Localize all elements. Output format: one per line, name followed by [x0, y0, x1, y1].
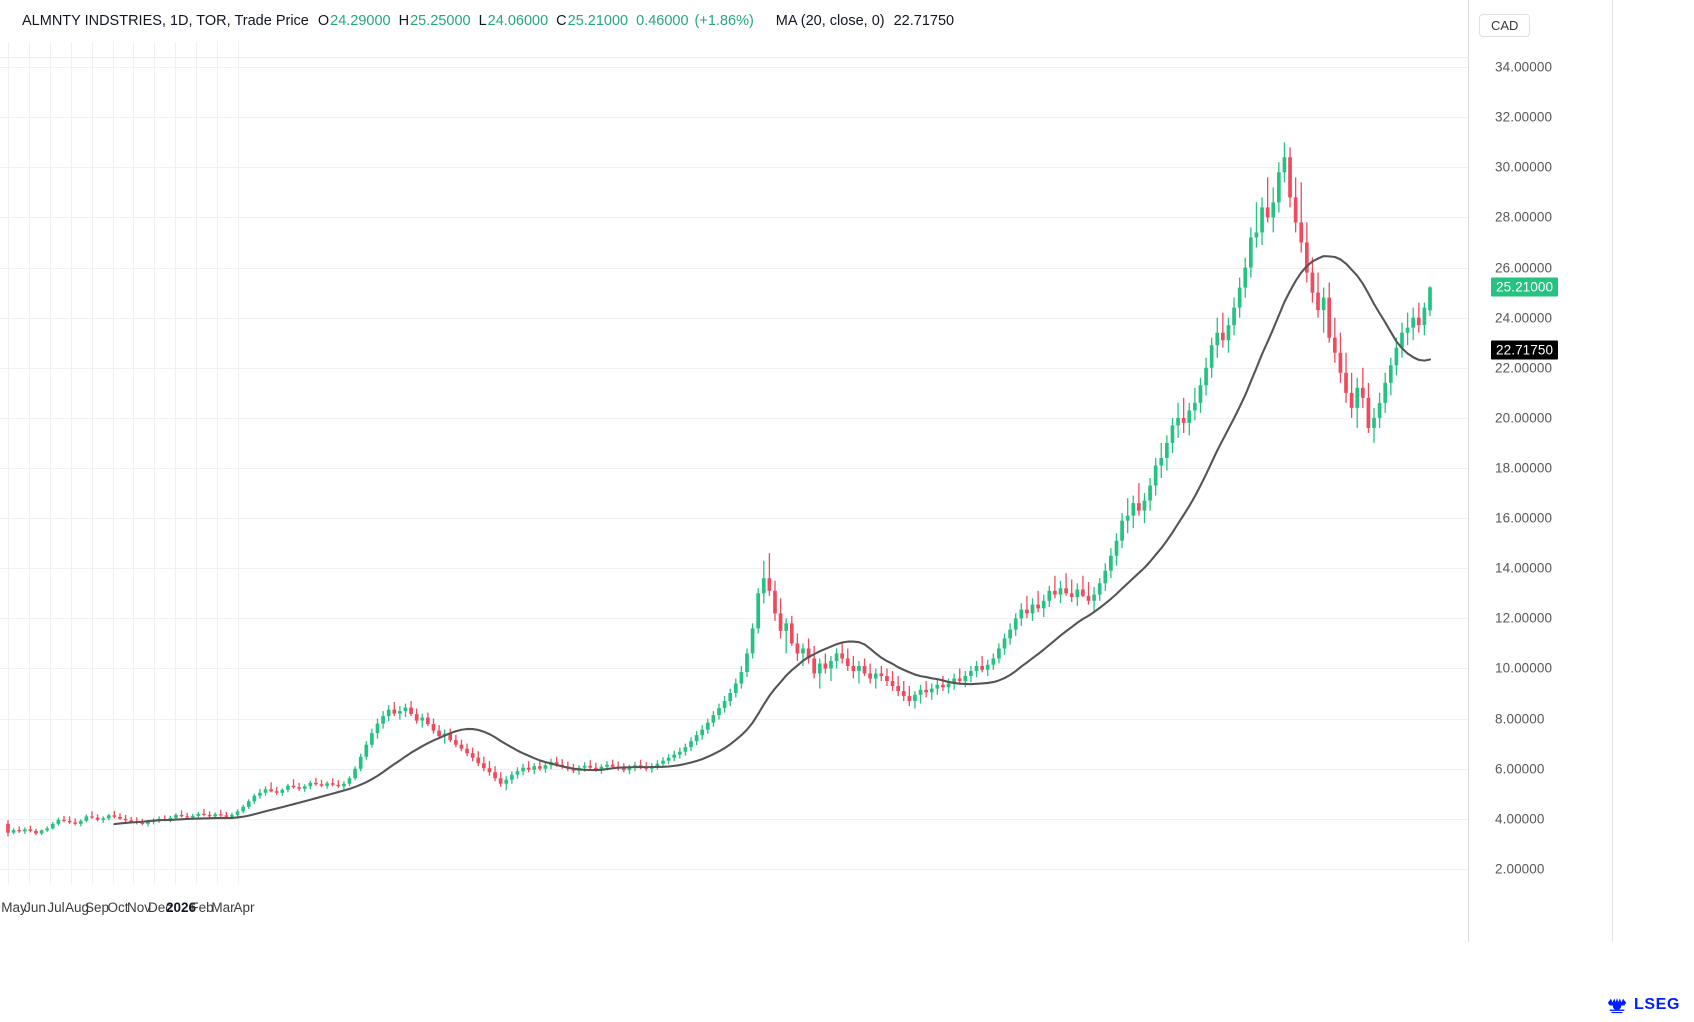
- grid-line-horizontal: [0, 868, 1468, 870]
- grid-line-horizontal: [0, 67, 1468, 69]
- grid-line-vertical: [71, 42, 72, 884]
- grid-line-horizontal: [0, 768, 1468, 770]
- ohlc-high: H 25.25000: [399, 13, 471, 29]
- grid-line-vertical: [50, 42, 51, 884]
- time-axis-tick: Jul: [47, 900, 65, 915]
- chart-legend: ALMNTY INDSTRIES, 1D, TOR, Trade Price O…: [0, 0, 1612, 42]
- price-axis-divider: [1468, 0, 1469, 942]
- grid-line-vertical: [217, 42, 218, 884]
- time-axis-bottom-border: [0, 57, 1612, 58]
- lseg-logo-icon: [1607, 997, 1627, 1013]
- price-axis-tick: 8.00000: [1495, 711, 1545, 727]
- price-axis-tick: 22.00000: [1495, 360, 1553, 376]
- grid-line-horizontal: [0, 117, 1468, 119]
- moving-average-line: [113, 255, 1432, 826]
- grid-line-horizontal: [0, 217, 1468, 219]
- lseg-wordmark: LSEG: [1634, 996, 1680, 1013]
- time-axis-tick: Apr: [233, 900, 255, 915]
- grid-line-horizontal: [0, 267, 1468, 269]
- price-axis-tick: 32.00000: [1495, 109, 1553, 125]
- grid-line-horizontal: [0, 367, 1468, 369]
- open-value: 24.29000: [330, 13, 391, 29]
- price-axis-tick: 16.00000: [1495, 510, 1553, 526]
- grid-line-vertical: [8, 42, 9, 884]
- grid-line-vertical: [175, 42, 176, 884]
- low-key: L: [478, 13, 487, 29]
- price-axis-tick: 28.00000: [1495, 209, 1553, 225]
- time-axis[interactable]: May Jun Jul Aug Sep Oct Nov Dec 2026 Feb Mar Apr: [0, 884, 1468, 942]
- ma-value: 22.71750: [893, 13, 955, 29]
- grid-line-vertical: [113, 42, 114, 884]
- grid-line-horizontal: [0, 568, 1468, 570]
- time-axis-tick: Sep: [84, 900, 110, 915]
- current-price-badge: 25.21000: [1491, 277, 1559, 297]
- grid-line-vertical: [133, 42, 134, 884]
- change-value: 0.46000: [636, 13, 689, 29]
- ohlc-low: L 24.06000: [479, 13, 549, 29]
- lseg-branding: LSEG: [1606, 996, 1680, 1014]
- grid-line-horizontal: [0, 718, 1468, 720]
- high-key: H: [398, 13, 410, 29]
- grid-line-horizontal: [0, 468, 1468, 469]
- grid-line-vertical: [238, 42, 239, 884]
- ma-label: MA (20, close, 0): [775, 13, 885, 29]
- price-axis-tick: 2.00000: [1495, 861, 1545, 877]
- grid-line-horizontal: [0, 818, 1468, 820]
- price-axis-tick: 4.00000: [1495, 811, 1545, 827]
- close-key: C: [556, 13, 567, 29]
- currency-chip[interactable]: CAD: [1479, 14, 1531, 37]
- price-axis-tick: 18.00000: [1495, 460, 1553, 476]
- ohlc-open: O 24.29000: [318, 13, 391, 29]
- high-value: 25.25000: [410, 13, 471, 29]
- time-axis-tick: Nov: [126, 900, 152, 915]
- grid-line-vertical: [29, 42, 30, 884]
- candlestick-series: [6, 142, 1432, 837]
- time-axis-tick: 2026: [165, 900, 197, 915]
- price-axis-tick: 30.00000: [1495, 159, 1553, 175]
- grid-line-vertical: [196, 42, 197, 884]
- price-axis-tick: 20.00000: [1495, 410, 1553, 426]
- time-axis-tick: Feb: [190, 900, 214, 915]
- grid-line-horizontal: [0, 618, 1468, 620]
- ma-value-badge: 22.71750: [1491, 340, 1559, 360]
- price-series-layer: [6, 142, 1432, 837]
- grid-line-vertical: [92, 42, 93, 884]
- symbol-title[interactable]: ALMNTY INDSTRIES, 1D, TOR, Trade Price: [22, 13, 309, 29]
- grid-line-horizontal: [0, 417, 1468, 419]
- change-percent: (+1.86%): [694, 13, 754, 29]
- price-axis-tick: 26.00000: [1495, 260, 1553, 276]
- grid-layer: [0, 42, 1468, 884]
- time-axis-tick: May: [1, 900, 27, 915]
- grid-line-horizontal: [0, 668, 1468, 670]
- price-axis-tick: 14.00000: [1495, 560, 1553, 576]
- time-axis-tick: Dec: [147, 900, 173, 915]
- time-axis-tick: Aug: [64, 900, 90, 915]
- price-axis-tick: 24.00000: [1495, 310, 1553, 326]
- price-axis-tick: 34.00000: [1495, 59, 1553, 75]
- grid-line-horizontal: [0, 317, 1468, 319]
- low-value: 24.06000: [487, 13, 549, 29]
- grid-line-horizontal: [0, 518, 1468, 520]
- time-axis-tick: Mar: [211, 900, 235, 915]
- candlestick-chart-plot[interactable]: [0, 42, 1468, 884]
- ma-legend[interactable]: MA (20, close, 0) 22.71750: [776, 13, 954, 29]
- price-axis-tick: 6.00000: [1495, 761, 1545, 777]
- close-value: 25.21000: [567, 13, 629, 29]
- grid-line-vertical: [154, 42, 155, 884]
- open-key: O: [317, 13, 330, 29]
- price-axis[interactable]: CAD 34.00000 32.00000 30.00000 28.00000 26.0…: [1469, 0, 1612, 942]
- time-axis-tick: Jun: [24, 900, 46, 915]
- grid-line-horizontal: [0, 167, 1468, 169]
- price-axis-tick: 12.00000: [1495, 610, 1553, 626]
- price-axis-tick: 10.00000: [1495, 660, 1553, 676]
- price-axis-outer-border: [1612, 0, 1613, 942]
- ohlc-close: C 25.21000: [556, 13, 628, 29]
- time-axis-tick: Oct: [107, 900, 129, 915]
